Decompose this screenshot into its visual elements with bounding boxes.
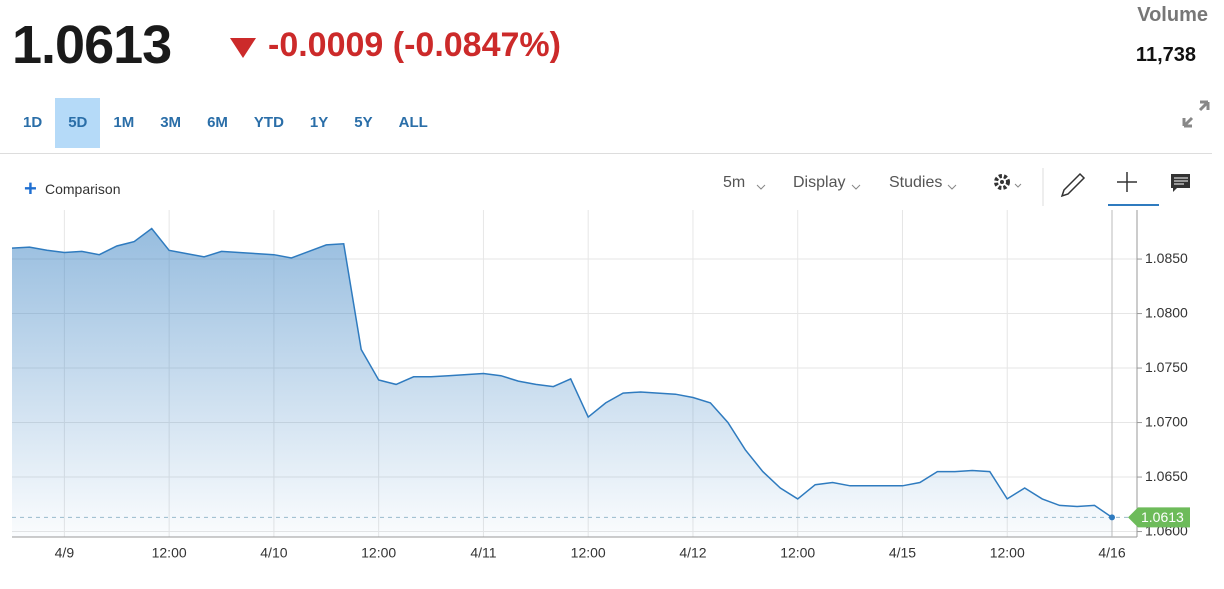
plus-icon: + — [24, 176, 37, 201]
range-tab[interactable]: 1D — [23, 114, 43, 131]
studies[interactable]: Studies — [889, 174, 943, 191]
y-tick-label: 1.0650 — [1145, 468, 1188, 484]
range-tab[interactable]: 1M — [113, 114, 135, 131]
expand-icon[interactable] — [1180, 98, 1212, 130]
volume-label: Volume — [1137, 4, 1208, 26]
price: 1.0613 — [12, 15, 172, 75]
x-tick-label: 12:00 — [780, 545, 815, 561]
last-price-label: 1.0613 — [1141, 509, 1184, 525]
range-tab[interactable]: 5D — [55, 98, 101, 148]
range-tab[interactable]: 5Y — [354, 114, 373, 131]
dropdown-carets — [756, 184, 957, 190]
change: -0.0009 (-0.0847%) — [268, 26, 561, 64]
volume: 11,738 — [1135, 44, 1196, 66]
x-tick-label: 4/12 — [679, 545, 706, 561]
x-tick-label: 4/16 — [1098, 545, 1125, 561]
toolbar: + Comparison 5m Display Studies — [0, 153, 1212, 214]
display[interactable]: Display — [793, 174, 846, 191]
range-tabs: 1D 5D 1M 3M 6M YTD 1Y 5Y ALL — [10, 98, 441, 148]
x-tick-label: 4/11 — [470, 545, 496, 561]
x-tick-label: 12:00 — [152, 545, 187, 561]
interval[interactable]: 5m — [723, 174, 746, 191]
line — [11, 227, 1113, 519]
tool-icons[interactable] — [990, 168, 1190, 208]
y-tick-label: 1.0750 — [1145, 359, 1188, 375]
range-tab[interactable]: 3M — [160, 114, 182, 131]
down-arrow — [230, 38, 256, 58]
x-tick-label: 12:00 — [361, 545, 396, 561]
x-tick-label: 12:00 — [571, 545, 606, 561]
x-tick-label: 4/10 — [260, 545, 287, 561]
comparison[interactable]: Comparison — [45, 181, 121, 197]
y-tick-label: 1.0700 — [1145, 413, 1188, 429]
y-tick-label: 1.0850 — [1145, 250, 1188, 266]
y-tick-label: 1.0800 — [1145, 304, 1188, 320]
range-tab[interactable]: ALL — [398, 114, 428, 131]
x-tick-label: 12:00 — [990, 545, 1025, 561]
last-price-badge — [1128, 507, 1190, 528]
last-point — [1109, 514, 1115, 521]
range-tab[interactable]: YTD — [253, 114, 284, 131]
x-tick-label: 4/9 — [55, 545, 75, 561]
range-tab[interactable]: 6M — [207, 114, 228, 131]
range-tab[interactable]: 1Y — [309, 114, 329, 131]
x-tick-label: 4/15 — [889, 545, 916, 561]
